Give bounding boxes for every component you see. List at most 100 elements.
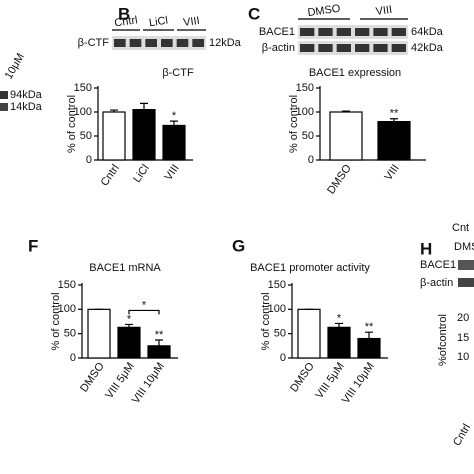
blot-band: [355, 28, 370, 36]
blot-band: [129, 39, 142, 47]
error-bar: [155, 339, 163, 346]
error-bar: [170, 120, 178, 126]
x-tick-label: DMSO: [288, 360, 317, 394]
significance: *: [337, 312, 342, 324]
x-tick-label: VIII: [383, 163, 402, 183]
significance: **: [155, 329, 164, 341]
bar: [357, 337, 381, 359]
y-tick-label: 100: [296, 106, 314, 118]
x-tick-label: Cntrl: [99, 163, 122, 189]
panel-letter: H: [420, 239, 432, 258]
error-bar: [365, 331, 373, 339]
y-axis-label: % of control: [50, 292, 62, 350]
blot-band: [318, 28, 333, 36]
y-axis-label: % of control: [288, 95, 300, 153]
y-tick-label: 100: [268, 303, 286, 315]
blot-band: [0, 103, 8, 111]
blot-band: [176, 39, 189, 47]
error-bar: [390, 118, 398, 122]
blot-band: [192, 39, 204, 47]
tick-label: 15: [457, 332, 469, 344]
y-tick-label: 50: [80, 130, 92, 142]
y-tick-label: 0: [86, 154, 92, 166]
comparison-bracket: [128, 309, 160, 315]
significance: **: [390, 108, 399, 120]
kda-label: 64kDa: [411, 26, 444, 38]
blot-band: [300, 44, 315, 52]
chart-title: BACE1 promoter activity: [250, 262, 370, 274]
y-tick-label: 150: [58, 279, 76, 291]
y-tick-label: 0: [280, 352, 286, 364]
y-tick-label: 100: [58, 303, 76, 315]
blot-band: [458, 260, 474, 270]
blot-band: [373, 28, 388, 36]
x-tick-label: DMSO: [78, 360, 107, 394]
y-tick-label: 0: [308, 154, 314, 166]
blot-band: [114, 39, 126, 47]
y-tick-label: 150: [268, 279, 286, 291]
y-tick-label: 0: [70, 352, 76, 364]
x-tick-label: Cntrl: [451, 422, 473, 448]
x-tick-label: VIII: [163, 163, 182, 183]
bar: [132, 108, 156, 161]
bar: [117, 326, 141, 359]
y-tick-label: 150: [74, 82, 92, 94]
y-axis-label: % of control: [260, 292, 272, 350]
significance: **: [365, 321, 374, 333]
blot-band: [161, 39, 173, 47]
blot-band: [391, 44, 406, 52]
error-bar: [125, 323, 133, 328]
blot-band: [391, 28, 406, 36]
blot-background: [298, 41, 408, 55]
bar: [329, 111, 363, 161]
panel-letter: C: [248, 4, 260, 23]
bar: [87, 308, 111, 359]
lane-label: VIII: [375, 4, 393, 18]
significance: *: [127, 313, 132, 325]
bar: [327, 326, 351, 359]
row-label: β-actin: [262, 42, 295, 54]
panel-letter: G: [232, 236, 245, 255]
panel-letter: B: [118, 4, 130, 23]
blot-background: [298, 25, 408, 39]
blot-band: [336, 28, 351, 36]
bar: [377, 120, 411, 161]
row-label: β-actin: [420, 277, 453, 289]
lane-label: Cnt: [452, 222, 469, 234]
lane-label: LiCl: [148, 15, 168, 30]
blot-band: [318, 44, 333, 52]
panel-letter: F: [28, 236, 38, 255]
bar: [102, 111, 126, 161]
comparison-label: *: [142, 299, 147, 311]
blot-band: [300, 28, 315, 36]
blot-band: [145, 39, 157, 47]
chart-title: β-CTF: [162, 67, 194, 79]
kda-label: 94kDa: [10, 89, 43, 101]
kda-label: 42kDa: [411, 42, 444, 54]
bar: [147, 345, 171, 359]
error-bar: [335, 322, 343, 328]
row-label: β-CTF: [78, 37, 110, 49]
significance: *: [172, 110, 177, 122]
lane-label: DMS: [454, 241, 474, 253]
y-tick-label: 150: [296, 82, 314, 94]
error-bar: [110, 109, 118, 112]
blot-band: [0, 91, 8, 99]
fragment-label: 10μM: [3, 51, 27, 81]
kda-label: 14kDa: [10, 101, 43, 113]
y-tick-label: 100: [74, 106, 92, 118]
row-label: BACE1: [259, 26, 295, 38]
tick-label: 20: [457, 312, 469, 324]
y-tick-label: 50: [274, 328, 286, 340]
lane-label: DMSO: [307, 3, 342, 20]
tick-label: 10: [457, 351, 469, 363]
row-label: BACE1: [420, 259, 456, 271]
lane-label: VIII: [182, 15, 200, 29]
y-axis-label: %ofcontrol: [437, 314, 449, 366]
error-bar: [342, 110, 350, 112]
x-tick-label: DMSO: [325, 162, 354, 196]
bar: [297, 308, 321, 359]
y-tick-label: 50: [64, 328, 76, 340]
x-tick-label: LiCl: [131, 163, 152, 185]
